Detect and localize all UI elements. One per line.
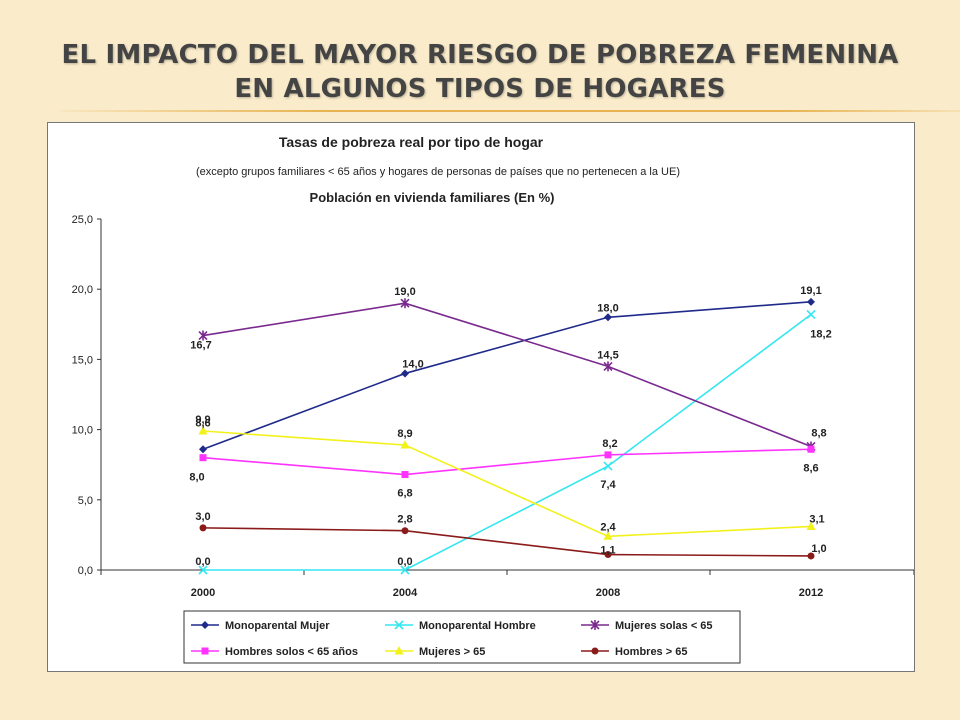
series-point [199, 445, 207, 454]
data-label: 0,0 [397, 556, 412, 568]
series-point [603, 531, 613, 540]
slide-title: EL IMPACTO DEL MAYOR RIESGO DE POBREZA F… [61, 40, 899, 104]
y-tick-label: 20,0 [72, 284, 93, 296]
series-point [400, 298, 410, 309]
chart-subtitle: (excepto grupos familiares < 65 años y h… [196, 166, 680, 178]
data-label: 8,2 [602, 438, 617, 450]
legend-item: Monoparental Mujer [191, 620, 330, 632]
legend-box [183, 610, 741, 664]
y-tick-label: 15,0 [72, 354, 93, 366]
legend-label: Monoparental Mujer [225, 620, 330, 632]
series-1 [198, 309, 816, 575]
legend-swatch-marker [591, 647, 599, 655]
x-tick-label: 2004 [393, 587, 418, 599]
series-line [202, 302, 812, 448]
x-tick-label: 2008 [596, 587, 620, 599]
data-label: 19,0 [394, 286, 415, 298]
series-line [202, 301, 812, 451]
chart-subtitle-2: Población en vivienda familiares (En %) [310, 190, 555, 205]
series-0 [199, 297, 815, 454]
series-point [199, 454, 207, 462]
legend-swatch-marker [394, 646, 404, 655]
series-point [807, 297, 815, 306]
series-point [604, 313, 612, 322]
series-line [203, 313, 812, 571]
series-point [604, 551, 612, 559]
series-point [807, 552, 815, 560]
legend-item: Mujeres solas < 65 [581, 620, 713, 632]
data-label: 14,5 [597, 349, 618, 361]
x-tick-label: 2000 [191, 587, 215, 599]
legend-swatch-marker [201, 621, 209, 629]
series-line [202, 527, 812, 557]
legend-label: Hombres > 65 [615, 646, 687, 658]
data-label: 3,1 [809, 513, 824, 525]
data-label: 7,4 [600, 479, 616, 491]
series-4 [198, 426, 816, 540]
legend-label: Mujeres solas < 65 [615, 620, 713, 632]
data-label: 14,0 [402, 358, 423, 370]
series-line [202, 448, 812, 476]
data-label: 1,1 [600, 545, 615, 557]
data-label: 8,9 [397, 428, 412, 440]
series-3 [199, 445, 815, 479]
x-tick-label: 2012 [799, 587, 823, 599]
series-point [198, 426, 208, 435]
y-tick-label: 25,0 [72, 214, 93, 226]
series-point [603, 461, 613, 471]
y-tick-label: 10,0 [72, 425, 93, 437]
data-label: 16,7 [190, 340, 211, 352]
title-divider [60, 110, 960, 112]
data-label: 18,0 [597, 302, 618, 314]
data-label: 8,0 [189, 472, 204, 484]
data-label: 3,0 [195, 511, 210, 523]
series-point [198, 565, 208, 575]
series-2 [198, 298, 816, 452]
data-label: 8,6 [195, 417, 210, 429]
series-line [202, 430, 812, 538]
legend-item: Mujeres > 65 [385, 646, 485, 658]
data-label: 9,9 [195, 414, 210, 426]
series-point [807, 445, 815, 453]
series-point [400, 440, 410, 449]
chart-panel: Tasas de pobreza real por tipo de hogar … [47, 122, 915, 672]
data-label: 8,8 [811, 427, 826, 439]
legend-label: Monoparental Hombre [419, 620, 536, 632]
series-point [806, 521, 816, 530]
series-5 [199, 524, 815, 560]
chart-title: Tasas de pobreza real por tipo de hogar [279, 134, 544, 150]
series-point [604, 451, 612, 459]
y-tick-label: 0,0 [78, 565, 93, 577]
legend-item: Monoparental Hombre [385, 620, 536, 632]
data-label: 18,2 [810, 328, 831, 340]
line-chart: Tasas de pobreza real por tipo de hogar … [72, 134, 914, 664]
series-point [806, 309, 816, 320]
data-label: 19,1 [800, 285, 821, 297]
series-point [603, 361, 613, 372]
legend-label: Hombres solos < 65 años [225, 646, 358, 658]
data-label: 2,8 [397, 514, 412, 526]
legend-item: Hombres > 65 [581, 646, 687, 658]
data-label: 2,4 [600, 521, 616, 533]
series-point [401, 471, 409, 479]
legend-swatch-marker [590, 620, 600, 630]
data-label: 6,8 [397, 488, 412, 500]
legend-swatch-marker [201, 647, 209, 655]
series-point [401, 369, 409, 378]
y-tick-label: 5,0 [78, 495, 93, 507]
legend-item: Hombres solos < 65 años [191, 646, 358, 658]
series-point [199, 524, 207, 532]
legend: Monoparental Mujer Monoparental Hombre Muj… [183, 610, 741, 664]
data-label: 1,0 [811, 543, 826, 555]
series-group [198, 297, 816, 575]
series-point [401, 527, 409, 535]
data-label: 0,0 [195, 556, 210, 568]
legend-swatch-marker [394, 620, 404, 630]
series-point [198, 330, 208, 341]
data-label: 8,6 [803, 462, 818, 474]
legend-label: Mujeres > 65 [419, 646, 485, 658]
series-point [400, 565, 410, 575]
data-labels: 8,6 14,0 18,0 19,1 0,0 0,0 7,4 18,2 16,7 19,0 14,5… [189, 285, 831, 568]
